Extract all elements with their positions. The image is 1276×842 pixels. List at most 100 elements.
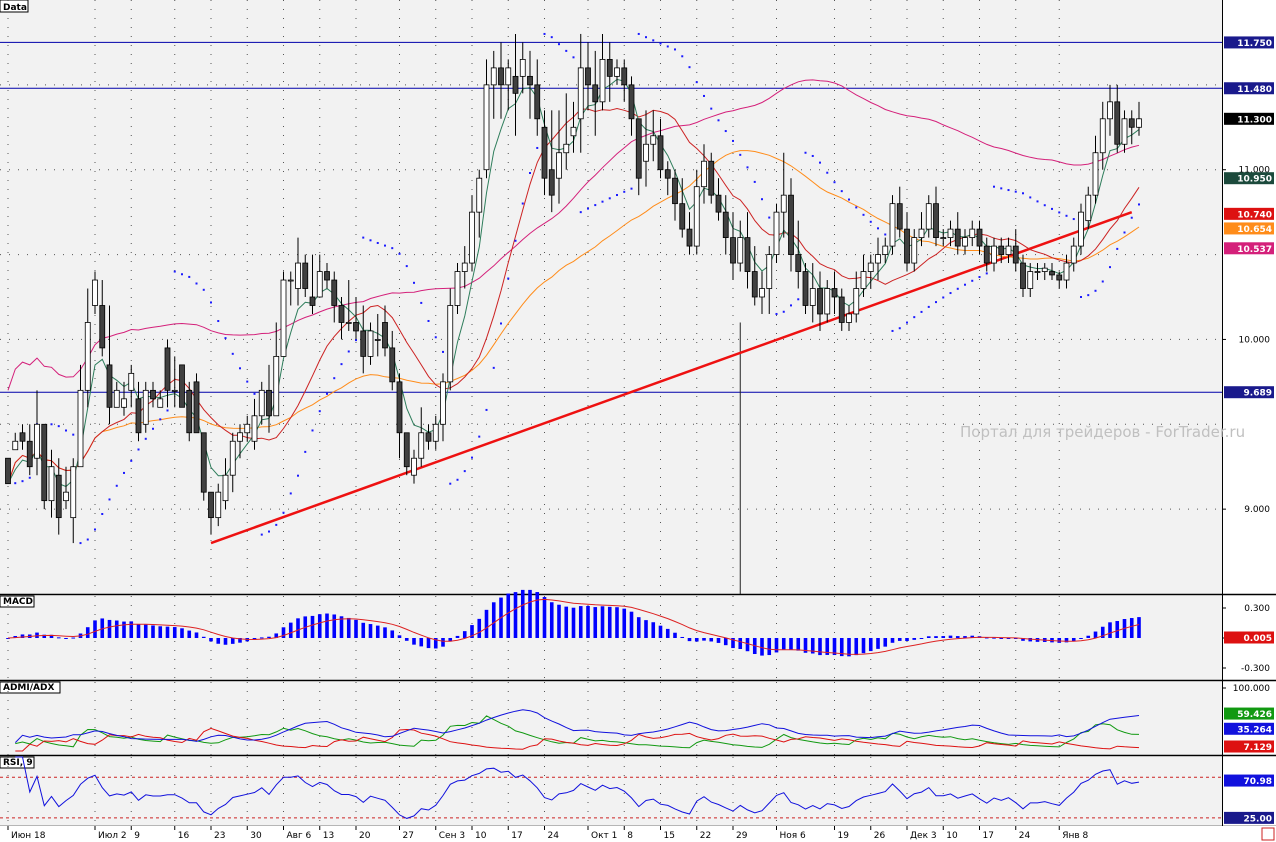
candle[interactable] — [92, 271, 98, 314]
candle[interactable] — [1121, 110, 1128, 153]
candle[interactable] — [606, 42, 613, 102]
candle[interactable] — [403, 432, 410, 476]
candle[interactable] — [650, 110, 657, 162]
price-pane-bg[interactable] — [0, 0, 1222, 594]
candle[interactable] — [925, 195, 932, 238]
candle[interactable] — [519, 42, 526, 94]
candle[interactable] — [1041, 263, 1048, 281]
candle[interactable] — [860, 254, 867, 297]
candle[interactable] — [287, 271, 294, 306]
candle[interactable] — [628, 76, 635, 136]
candle[interactable] — [701, 144, 707, 204]
candle[interactable] — [1027, 263, 1034, 297]
candle[interactable] — [469, 195, 475, 272]
candle[interactable] — [614, 59, 620, 85]
candle[interactable] — [759, 271, 765, 314]
candle[interactable] — [867, 254, 874, 289]
candle[interactable] — [258, 381, 265, 425]
candle[interactable] — [1128, 110, 1135, 145]
candle[interactable] — [1056, 271, 1063, 289]
candle[interactable] — [77, 364, 84, 468]
candle[interactable] — [896, 186, 903, 238]
candle[interactable] — [679, 178, 686, 238]
candle[interactable] — [70, 458, 77, 544]
candle[interactable] — [266, 364, 272, 433]
candle[interactable] — [179, 364, 185, 408]
candle[interactable] — [592, 50, 599, 136]
candle[interactable] — [585, 42, 591, 111]
candle[interactable] — [222, 458, 229, 510]
candle[interactable] — [1034, 263, 1041, 281]
candle[interactable] — [686, 212, 693, 255]
candle[interactable] — [1049, 263, 1055, 281]
candle[interactable] — [1107, 84, 1113, 136]
candle[interactable] — [1005, 237, 1012, 264]
candle[interactable] — [621, 59, 628, 102]
candle[interactable] — [969, 220, 976, 247]
candle[interactable] — [41, 423, 48, 510]
candle[interactable] — [440, 373, 446, 442]
candle[interactable] — [693, 169, 700, 255]
candle[interactable] — [998, 237, 1005, 264]
candle[interactable] — [802, 263, 809, 314]
candle[interactable] — [353, 297, 359, 340]
candle[interactable] — [382, 305, 388, 357]
candle[interactable] — [831, 271, 838, 314]
candle[interactable] — [476, 169, 483, 238]
candle[interactable] — [722, 195, 729, 255]
candle[interactable] — [904, 212, 910, 272]
candle[interactable] — [273, 322, 280, 417]
candle[interactable] — [411, 449, 417, 484]
candle[interactable] — [302, 254, 309, 297]
candle[interactable] — [461, 246, 468, 289]
candle[interactable] — [766, 246, 773, 314]
candle[interactable] — [1092, 135, 1099, 204]
candle[interactable] — [34, 390, 40, 476]
candle[interactable] — [12, 432, 19, 451]
candle[interactable] — [106, 305, 113, 425]
candle[interactable] — [672, 169, 678, 221]
candle[interactable] — [824, 280, 831, 323]
candle[interactable] — [1020, 254, 1026, 297]
candle[interactable] — [947, 220, 954, 247]
candle[interactable] — [962, 229, 968, 255]
candle[interactable] — [208, 491, 214, 535]
candle[interactable] — [657, 118, 664, 179]
candle[interactable] — [643, 110, 649, 187]
candle[interactable] — [55, 458, 62, 535]
candle[interactable] — [244, 415, 251, 442]
candle[interactable] — [889, 195, 896, 255]
candle[interactable] — [48, 449, 55, 518]
candle[interactable] — [295, 237, 301, 306]
candle[interactable] — [360, 305, 367, 374]
candle[interactable] — [157, 390, 164, 408]
candle[interactable] — [237, 424, 243, 459]
candle[interactable] — [150, 381, 156, 408]
candle[interactable] — [26, 424, 33, 476]
candle[interactable] — [817, 271, 823, 331]
candle[interactable] — [882, 237, 889, 264]
candle[interactable] — [1063, 254, 1070, 289]
candle[interactable] — [983, 237, 990, 272]
candle[interactable] — [418, 407, 425, 467]
candle[interactable] — [599, 33, 606, 111]
candle[interactable] — [737, 220, 744, 272]
candle[interactable] — [164, 339, 171, 408]
candle[interactable] — [1070, 237, 1077, 272]
candle[interactable] — [121, 381, 127, 416]
candle[interactable] — [664, 161, 671, 196]
candle[interactable] — [229, 432, 236, 493]
candle[interactable] — [425, 424, 432, 450]
candle[interactable] — [853, 271, 860, 323]
candle[interactable] — [338, 297, 345, 340]
candle[interactable] — [316, 254, 323, 298]
candle[interactable] — [708, 152, 715, 204]
candle[interactable] — [933, 186, 939, 247]
candle[interactable] — [875, 237, 881, 281]
candle[interactable] — [730, 212, 736, 281]
candle[interactable] — [744, 212, 751, 289]
candle[interactable] — [788, 178, 794, 272]
adx-pane-bg[interactable] — [0, 682, 1222, 755]
candle[interactable] — [976, 220, 983, 255]
